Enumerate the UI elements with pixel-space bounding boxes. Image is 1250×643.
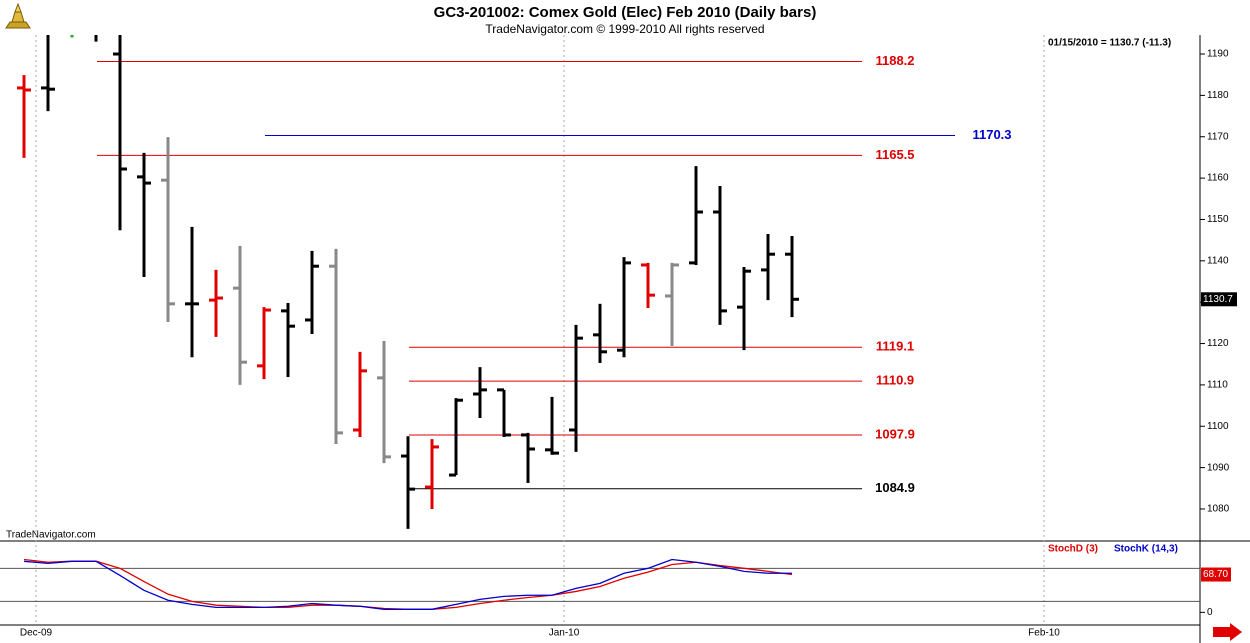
x-tick-label: Dec-09 bbox=[20, 628, 53, 639]
y-tick-label: 1100 bbox=[1207, 421, 1229, 432]
level-label: 1165.5 bbox=[875, 147, 914, 162]
level-label: 1188.2 bbox=[875, 53, 914, 68]
level-label: 1119.1 bbox=[876, 339, 914, 354]
scroll-arrow[interactable] bbox=[1213, 623, 1242, 641]
watermark: TradeNavigator.com bbox=[6, 530, 96, 541]
y-tick-label: 1170 bbox=[1207, 131, 1229, 142]
last-value-box bbox=[1201, 292, 1237, 307]
last-value-box bbox=[1201, 567, 1231, 582]
y-tick-label: 1160 bbox=[1207, 173, 1229, 184]
last-value-label: 68.70 bbox=[1203, 569, 1228, 580]
y-tick-label: 1190 bbox=[1207, 49, 1229, 60]
logo bbox=[5, 2, 31, 29]
y-tick-label: 1120 bbox=[1207, 338, 1229, 349]
x-tick-label: Jan-10 bbox=[549, 628, 580, 639]
legend-label: StochD (3) bbox=[1048, 544, 1098, 555]
stoch-line bbox=[23, 558, 792, 610]
y-tick-label: 1080 bbox=[1207, 504, 1230, 515]
y-tick-label: 1140 bbox=[1207, 255, 1229, 266]
level-label: 1170.3 bbox=[972, 127, 1011, 142]
y-tick-label: 0 bbox=[1207, 607, 1213, 618]
bars bbox=[17, 35, 799, 529]
header-note: 01/15/2010 = 1130.7 (-11.3) bbox=[1048, 38, 1171, 49]
y-tick-label: 1090 bbox=[1207, 462, 1230, 473]
legend-label: StochK (14,3) bbox=[1114, 544, 1178, 555]
level-label: 1097.9 bbox=[875, 426, 915, 441]
x-tick-label: Feb-10 bbox=[1028, 628, 1060, 639]
chart-subtitle: TradeNavigator.com © 1999-2010 All right… bbox=[485, 22, 764, 36]
y-tick-label: 1150 bbox=[1207, 214, 1229, 225]
level-label: 1084.9 bbox=[875, 480, 915, 495]
y-tick-label: 1110 bbox=[1207, 380, 1228, 391]
y-tick-label: 1180 bbox=[1207, 90, 1229, 101]
level-label: 1110.9 bbox=[876, 373, 914, 388]
chart-title: GC3-201002: Comex Gold (Elec) Feb 2010 (… bbox=[434, 4, 817, 21]
last-value-label: 1130.7 bbox=[1203, 294, 1233, 305]
